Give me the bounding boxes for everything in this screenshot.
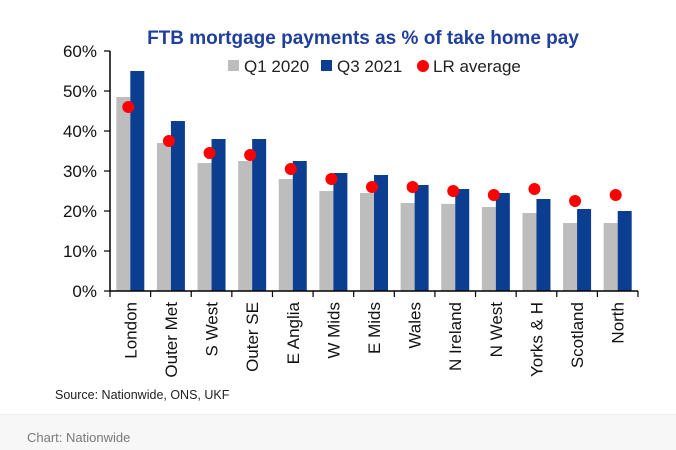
category-label: S West [203, 302, 222, 357]
y-tick-label: 60% [63, 42, 97, 61]
legend: Q1 2020 Q3 2021 LR average [228, 57, 521, 76]
bar-q3-2021 [333, 173, 348, 291]
category-label: Yorks & H [527, 302, 546, 377]
source-note: Source: Nationwide, ONS, UKF [55, 388, 230, 402]
y-tick-label: 20% [63, 202, 97, 221]
bar-q1-2020 [278, 179, 293, 291]
lr-average-dot [609, 189, 622, 201]
legend-swatch [321, 60, 332, 71]
bar-q3-2021 [211, 139, 226, 291]
legend-swatch [228, 60, 239, 71]
lr-average-dot [406, 181, 419, 193]
bar-q1-2020 [400, 203, 415, 291]
category-label: North [609, 302, 628, 344]
lr-average-dot [528, 183, 541, 195]
chart-credit: Chart: Nationwide [27, 430, 131, 445]
legend-label: LR average [433, 57, 521, 76]
category-label: Scotland [568, 302, 587, 368]
footer-bar: Chart: Nationwide [0, 414, 676, 450]
x-axis-labels: London Outer Met S West Outer SE E Anglia W M… [109, 291, 639, 378]
bar-q3-2021 [536, 199, 551, 291]
category-label: N Ireland [446, 302, 465, 371]
category-label: Wales [406, 302, 425, 349]
category-label: London [121, 302, 140, 359]
y-tick-label: 10% [63, 242, 97, 261]
y-tick-label: 0% [72, 282, 97, 301]
legend-swatch [417, 60, 429, 72]
category-label: Outer SE [243, 302, 262, 372]
bar-q1-2020 [197, 163, 212, 291]
chart-title: FTB mortgage payments as % of take home … [147, 28, 579, 49]
bar-q3-2021 [292, 161, 307, 291]
lr-average-dot [569, 195, 582, 207]
bar-q3-2021 [577, 209, 592, 291]
category-label: E Mids [365, 302, 384, 354]
bar-q3-2021 [414, 185, 429, 291]
category-label: W Mids [324, 302, 343, 359]
lr-average-dot [487, 189, 500, 201]
y-tick-label: 50% [63, 82, 97, 101]
bar-q1-2020 [238, 161, 253, 291]
lr-average-dot [122, 101, 135, 113]
y-tick-label: 40% [63, 122, 97, 141]
chart: FTB mortgage payments as % of take home … [55, 28, 639, 402]
category-label: E Anglia [284, 301, 303, 364]
lr-average-dots [122, 101, 622, 207]
bar-q1-2020 [481, 207, 496, 291]
bar-q1-2020 [522, 213, 537, 291]
bar-q3-2021 [170, 121, 185, 291]
category-label: N West [487, 302, 506, 358]
legend-label: Q1 2020 [244, 57, 309, 76]
lr-average-dot [325, 173, 338, 185]
bar-q3-2021 [495, 193, 510, 291]
bar-q3-2021 [374, 175, 388, 291]
y-tick-label: 30% [63, 162, 97, 181]
bar-q3-2021 [130, 71, 145, 291]
lr-average-dot [244, 149, 257, 161]
lr-average-dot [447, 185, 460, 197]
bar-q1-2020 [156, 143, 171, 291]
bar-q1-2020 [441, 203, 456, 291]
bar-q1-2020 [360, 193, 374, 291]
lr-average-dot [203, 147, 216, 159]
lr-average-dot [284, 163, 297, 175]
category-label: Outer Met [162, 302, 181, 378]
bar-q3-2021 [252, 139, 267, 291]
bars [116, 71, 632, 291]
bar-q1-2020 [319, 191, 334, 291]
bar-q1-2020 [563, 223, 578, 291]
bar-q3-2021 [617, 211, 632, 291]
bar-q1-2020 [116, 97, 131, 291]
bar-q3-2021 [455, 189, 470, 291]
lr-average-dot [162, 135, 175, 147]
legend-label: Q3 2021 [337, 57, 402, 76]
lr-average-dot [366, 181, 378, 193]
bar-q1-2020 [603, 223, 618, 291]
y-axis: 0% 10% 20% 30% 40% 50% 60% [63, 42, 111, 301]
